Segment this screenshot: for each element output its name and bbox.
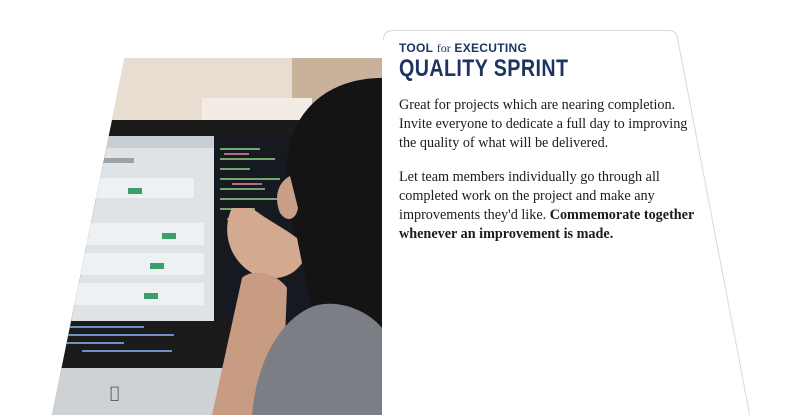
card-content: TOOL for EXECUTING QUALITY SPRINT Great …	[399, 42, 699, 244]
card-title: QUALITY SPRINT	[399, 55, 569, 82]
person-at-computer-photo: 	[52, 58, 382, 415]
card-kicker: TOOL for EXECUTING	[399, 42, 699, 55]
card-paragraph-intro: Great for projects which are nearing com…	[399, 97, 688, 151]
kicker-tool: TOOL	[399, 41, 434, 55]
apple-logo-icon: 	[110, 383, 120, 402]
kicker-for: for	[436, 41, 451, 55]
photo-illustration: 	[52, 58, 382, 415]
instructions-bold-text: Commemorate together whenever an improve…	[399, 207, 695, 242]
card-paragraph-instructions: Let team members individually go through…	[399, 168, 699, 244]
instructions-regular-text: Let team members individually go through…	[399, 169, 660, 223]
kicker-executing: EXECUTING	[454, 41, 528, 55]
